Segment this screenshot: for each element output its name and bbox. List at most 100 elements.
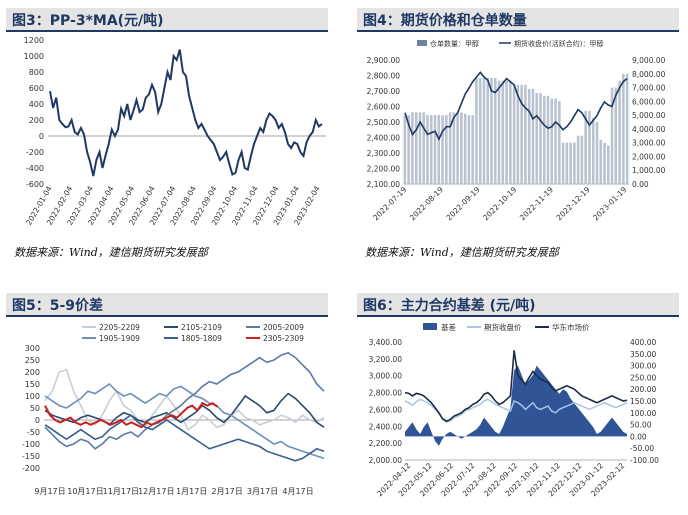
fig4-bar: [580, 135, 584, 184]
fig4-right-ytick: 1,000.00: [632, 166, 666, 175]
fig4-xtick: 2023-01-19: [591, 185, 628, 222]
fig4-left-ytick: 2,500.00: [367, 118, 401, 127]
fig5-series-line: [44, 382, 325, 460]
fig6-right-ytick: 250.00: [630, 373, 656, 382]
fig4-left-ytick: 2,800.00: [367, 72, 401, 81]
fig5-xtick: 12月17日: [138, 487, 174, 496]
fig4-bar: [501, 80, 505, 184]
fig6-legend-spot-label: 华东市场价: [552, 322, 590, 332]
fig5-legend-label: 2205-2209: [99, 323, 140, 332]
fig3-title: 图3：PP-3*MA(元/吨): [12, 13, 164, 29]
fig4-bar: [512, 84, 516, 184]
fig6-right-ytick: -100.00: [630, 456, 659, 465]
fig4-bar: [542, 95, 546, 184]
fig4-bar: [475, 77, 478, 184]
fig4-bar: [588, 110, 591, 184]
fig4-right-ytick: 8,000.00: [632, 70, 666, 79]
fig5-legend-label: 2105-2109: [181, 323, 222, 332]
fig4-bar: [445, 115, 448, 184]
fig5-xtick: 9月17日: [34, 487, 65, 496]
fig4-price-line: [404, 71, 628, 141]
fig4-bar: [471, 115, 474, 184]
fig4-bar: [527, 88, 531, 184]
fig5-ytick: -150: [22, 452, 40, 461]
fig6-left-ytick: 3,400.00: [369, 338, 403, 347]
fig4-bar: [414, 112, 418, 184]
fig6-right-ytick: 150.00: [630, 397, 656, 406]
fig4-bar: [569, 142, 572, 184]
fig5-chart: 2205-2209 2105-2109 2005-2009 1905-1909 1805…: [22, 323, 325, 496]
fig5-ytick: 50: [30, 404, 40, 413]
fig6-left-ytick: 2,800.00: [369, 389, 403, 398]
fig4-left-ytick: 2,700.00: [367, 87, 401, 96]
fig4-bar: [437, 115, 441, 184]
fig5-banner: 图5：5-9价差: [6, 293, 328, 317]
fig4-bar: [576, 135, 580, 184]
fig4-bar: [407, 115, 410, 184]
fig5-legend-label: 2305-2309: [263, 334, 304, 343]
fig4-bar: [509, 80, 512, 184]
fig5-title: 图5：5-9价差: [12, 298, 104, 314]
fig4-bar: [595, 122, 599, 184]
fig4-right-ytick: 5,000.00: [632, 111, 666, 120]
fig3-source: 数据来源：Wind，建信期货研究发展部: [14, 246, 208, 259]
fig3-ytick: -200: [26, 148, 44, 157]
fig4-bar: [550, 98, 554, 184]
fig4-bar: [429, 115, 433, 184]
fig6-right-ytick: 400.00: [630, 338, 656, 347]
fig5-xtick: 4月17日: [282, 487, 313, 496]
fig4-chart: 仓单数量：甲醇 期货收盘价(活跃合约)：甲醇 2,900.00 2,800.00 2,7…: [367, 39, 666, 222]
fig4-left-ytick: 2,200.00: [367, 165, 401, 174]
fig5-series-line: [44, 401, 219, 429]
fig5-xtick: 11月17日: [103, 487, 139, 496]
fig4-xtick: 2022-07-19: [371, 185, 408, 222]
fig4-bar: [505, 80, 508, 184]
fig4-bar: [584, 110, 587, 184]
fig4-bar: [456, 112, 459, 184]
fig4-bar: [531, 88, 535, 184]
fig4-bar: [516, 84, 520, 184]
fig4-bar: [614, 87, 618, 184]
fig4-bar: [467, 115, 471, 184]
fig6-legend-area-label: 基差: [441, 322, 456, 332]
fig3-ytick: 800: [29, 68, 44, 77]
fig4-bar: [573, 142, 576, 184]
fig4-source: 数据来源：Wind，建信期货研究发展部: [365, 246, 559, 259]
fig4-bar: [482, 77, 486, 184]
fig4-bar: [546, 95, 550, 184]
fig4-bar: [565, 142, 569, 184]
fig6-title: 图6：主力合约基差 (元/吨): [363, 298, 536, 314]
fig6-right-ytick: -50.00: [630, 444, 654, 453]
fig4-bar: [539, 93, 542, 184]
fig5-xtick: 3月17日: [247, 487, 278, 496]
fig4-right-ytick: 7,000.00: [632, 84, 666, 93]
fig3-banner: 图3：PP-3*MA(元/吨): [6, 8, 328, 32]
fig6-left-ytick: 3,000.00: [369, 372, 403, 381]
fig6-basis-area: [405, 365, 627, 446]
fig4-bar: [561, 142, 565, 184]
fig3-series-line: [49, 49, 323, 177]
fig3-ytick: 600: [29, 84, 44, 93]
fig4-bar: [478, 77, 482, 184]
fig4-right-ytick: 4,000.00: [632, 125, 666, 134]
fig4-bar: [558, 101, 561, 184]
fig5-series-line: [44, 368, 325, 431]
fig4-xtick: 2022-09-19: [445, 185, 482, 222]
fig6-legend-futures-label: 期货收盘价: [484, 322, 522, 332]
fig5-series-line: [44, 392, 325, 428]
fig6-left-ytick: 2,600.00: [369, 405, 403, 414]
fig4-xtick: 2022-08-19: [408, 185, 445, 222]
fig4-right-ytick: 2,000.00: [632, 152, 666, 161]
fig3-ytick: 400: [29, 100, 44, 109]
fig4-bar: [433, 115, 437, 184]
fig4-right-ytick: 9,000.00: [632, 56, 666, 65]
fig4-bar: [497, 80, 501, 184]
fig5-ytick: 250: [25, 356, 40, 365]
fig4-bar: [463, 113, 467, 184]
fig3-ytick: 0: [39, 132, 44, 141]
fig6-right-ytick: 350.00: [630, 350, 656, 359]
fig5-legend-label: 1805-1809: [181, 334, 222, 343]
fig4-bar: [618, 80, 621, 184]
fig4-bar: [490, 77, 493, 184]
fig4-bar: [411, 112, 414, 184]
